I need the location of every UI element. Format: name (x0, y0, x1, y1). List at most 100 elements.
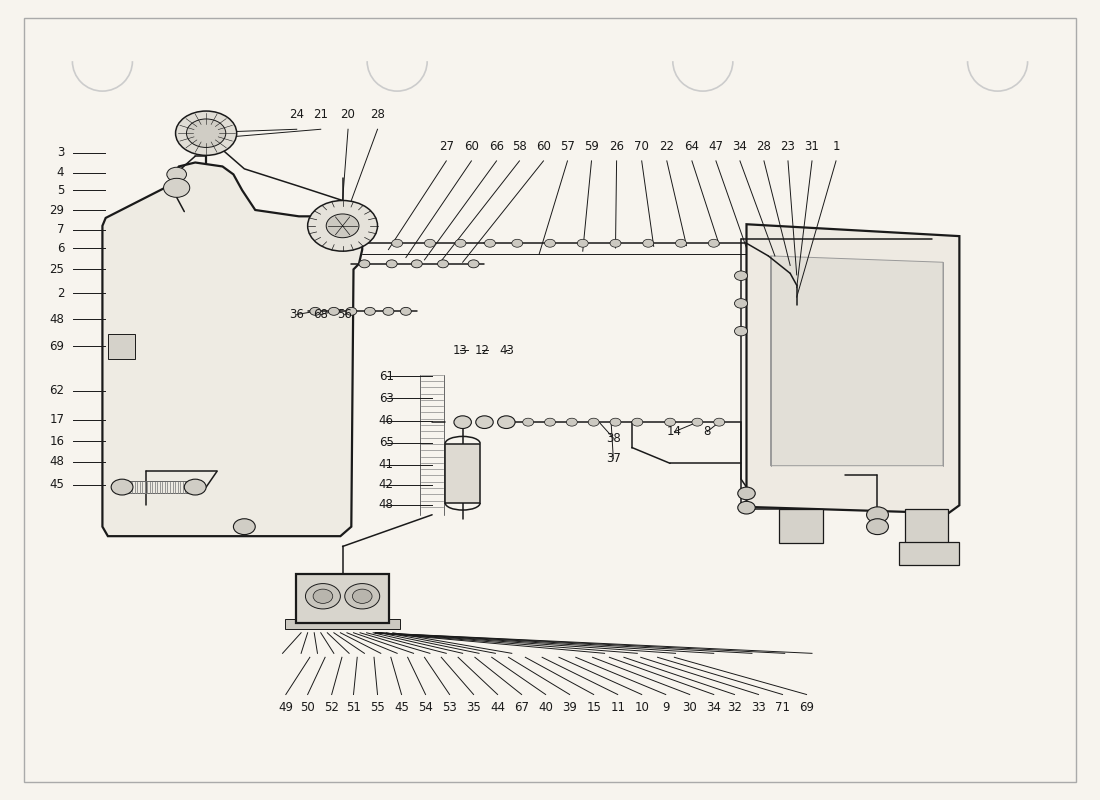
Circle shape (329, 307, 339, 315)
Text: 37: 37 (606, 452, 620, 465)
Circle shape (364, 307, 375, 315)
Circle shape (664, 418, 675, 426)
Circle shape (359, 260, 370, 268)
Text: 20: 20 (341, 108, 355, 122)
Text: 44: 44 (491, 701, 505, 714)
Bar (108, 334, 135, 359)
Circle shape (306, 583, 340, 609)
Text: 28: 28 (370, 108, 385, 122)
Circle shape (310, 307, 321, 315)
Text: 12: 12 (475, 344, 490, 357)
Circle shape (735, 271, 748, 281)
Circle shape (738, 487, 756, 500)
Text: 67: 67 (514, 701, 529, 714)
Circle shape (344, 583, 380, 609)
Circle shape (386, 260, 397, 268)
Circle shape (176, 111, 236, 155)
Text: 34: 34 (706, 701, 722, 714)
Circle shape (469, 260, 478, 268)
Text: 23: 23 (781, 140, 795, 153)
Circle shape (512, 239, 522, 247)
Circle shape (187, 119, 225, 147)
Text: 30: 30 (682, 701, 697, 714)
Text: 42: 42 (378, 478, 394, 491)
Polygon shape (102, 162, 362, 536)
Text: 66: 66 (490, 140, 504, 153)
Text: 57: 57 (560, 140, 575, 153)
Text: 35: 35 (466, 701, 481, 714)
Text: 21: 21 (314, 108, 328, 122)
Text: 46: 46 (378, 414, 394, 427)
Text: 36: 36 (289, 308, 305, 321)
Circle shape (544, 239, 556, 247)
Text: 39: 39 (562, 701, 578, 714)
Text: 27: 27 (439, 140, 454, 153)
Text: 45: 45 (50, 478, 64, 491)
Text: 63: 63 (378, 392, 394, 405)
Text: 43: 43 (499, 344, 514, 357)
Text: 61: 61 (378, 370, 394, 382)
Circle shape (692, 418, 703, 426)
Circle shape (383, 307, 394, 315)
Circle shape (425, 239, 436, 247)
Circle shape (544, 418, 556, 426)
Circle shape (714, 418, 725, 426)
Circle shape (167, 167, 187, 182)
Circle shape (455, 239, 466, 247)
Circle shape (185, 479, 206, 495)
Text: 62: 62 (50, 384, 64, 397)
Text: 31: 31 (804, 140, 820, 153)
Text: 52: 52 (324, 701, 339, 714)
Circle shape (675, 239, 686, 247)
Text: 3: 3 (57, 146, 64, 159)
Circle shape (454, 416, 472, 429)
Bar (296, 574, 389, 623)
Circle shape (308, 201, 377, 251)
Circle shape (314, 589, 333, 603)
Bar (446, 443, 480, 503)
Circle shape (708, 239, 719, 247)
Polygon shape (770, 256, 943, 466)
Text: 25: 25 (50, 263, 64, 276)
Text: 9: 9 (662, 701, 670, 714)
Text: 64: 64 (684, 140, 700, 153)
Text: 1: 1 (833, 140, 839, 153)
Text: 69: 69 (799, 701, 814, 714)
Text: 60: 60 (536, 140, 551, 153)
Text: 48: 48 (50, 455, 64, 468)
Text: 6: 6 (57, 242, 64, 254)
Circle shape (233, 518, 255, 534)
Circle shape (588, 418, 600, 426)
Circle shape (411, 260, 422, 268)
Circle shape (610, 418, 621, 426)
Circle shape (497, 416, 515, 429)
Text: 10: 10 (635, 701, 649, 714)
Text: 60: 60 (464, 140, 478, 153)
Circle shape (738, 502, 756, 514)
Circle shape (476, 416, 493, 429)
Bar (285, 619, 400, 629)
Circle shape (631, 418, 642, 426)
Text: 56: 56 (338, 308, 352, 321)
Text: 17: 17 (50, 414, 64, 426)
Text: 4: 4 (57, 166, 64, 179)
Text: 26: 26 (609, 140, 624, 153)
Text: 29: 29 (50, 203, 64, 217)
Text: 55: 55 (370, 701, 385, 714)
Text: 5: 5 (57, 184, 64, 197)
Text: 8: 8 (704, 425, 711, 438)
Text: 51: 51 (346, 701, 361, 714)
Circle shape (566, 418, 578, 426)
Text: 49: 49 (278, 701, 294, 714)
Text: 13: 13 (453, 344, 468, 357)
Text: 24: 24 (289, 108, 305, 122)
Text: 14: 14 (667, 425, 682, 438)
Circle shape (345, 307, 356, 315)
Circle shape (438, 260, 449, 268)
Circle shape (111, 479, 133, 495)
Circle shape (164, 178, 189, 198)
Text: 59: 59 (584, 140, 598, 153)
Text: 2: 2 (57, 286, 64, 300)
Circle shape (610, 239, 621, 247)
Circle shape (352, 589, 372, 603)
